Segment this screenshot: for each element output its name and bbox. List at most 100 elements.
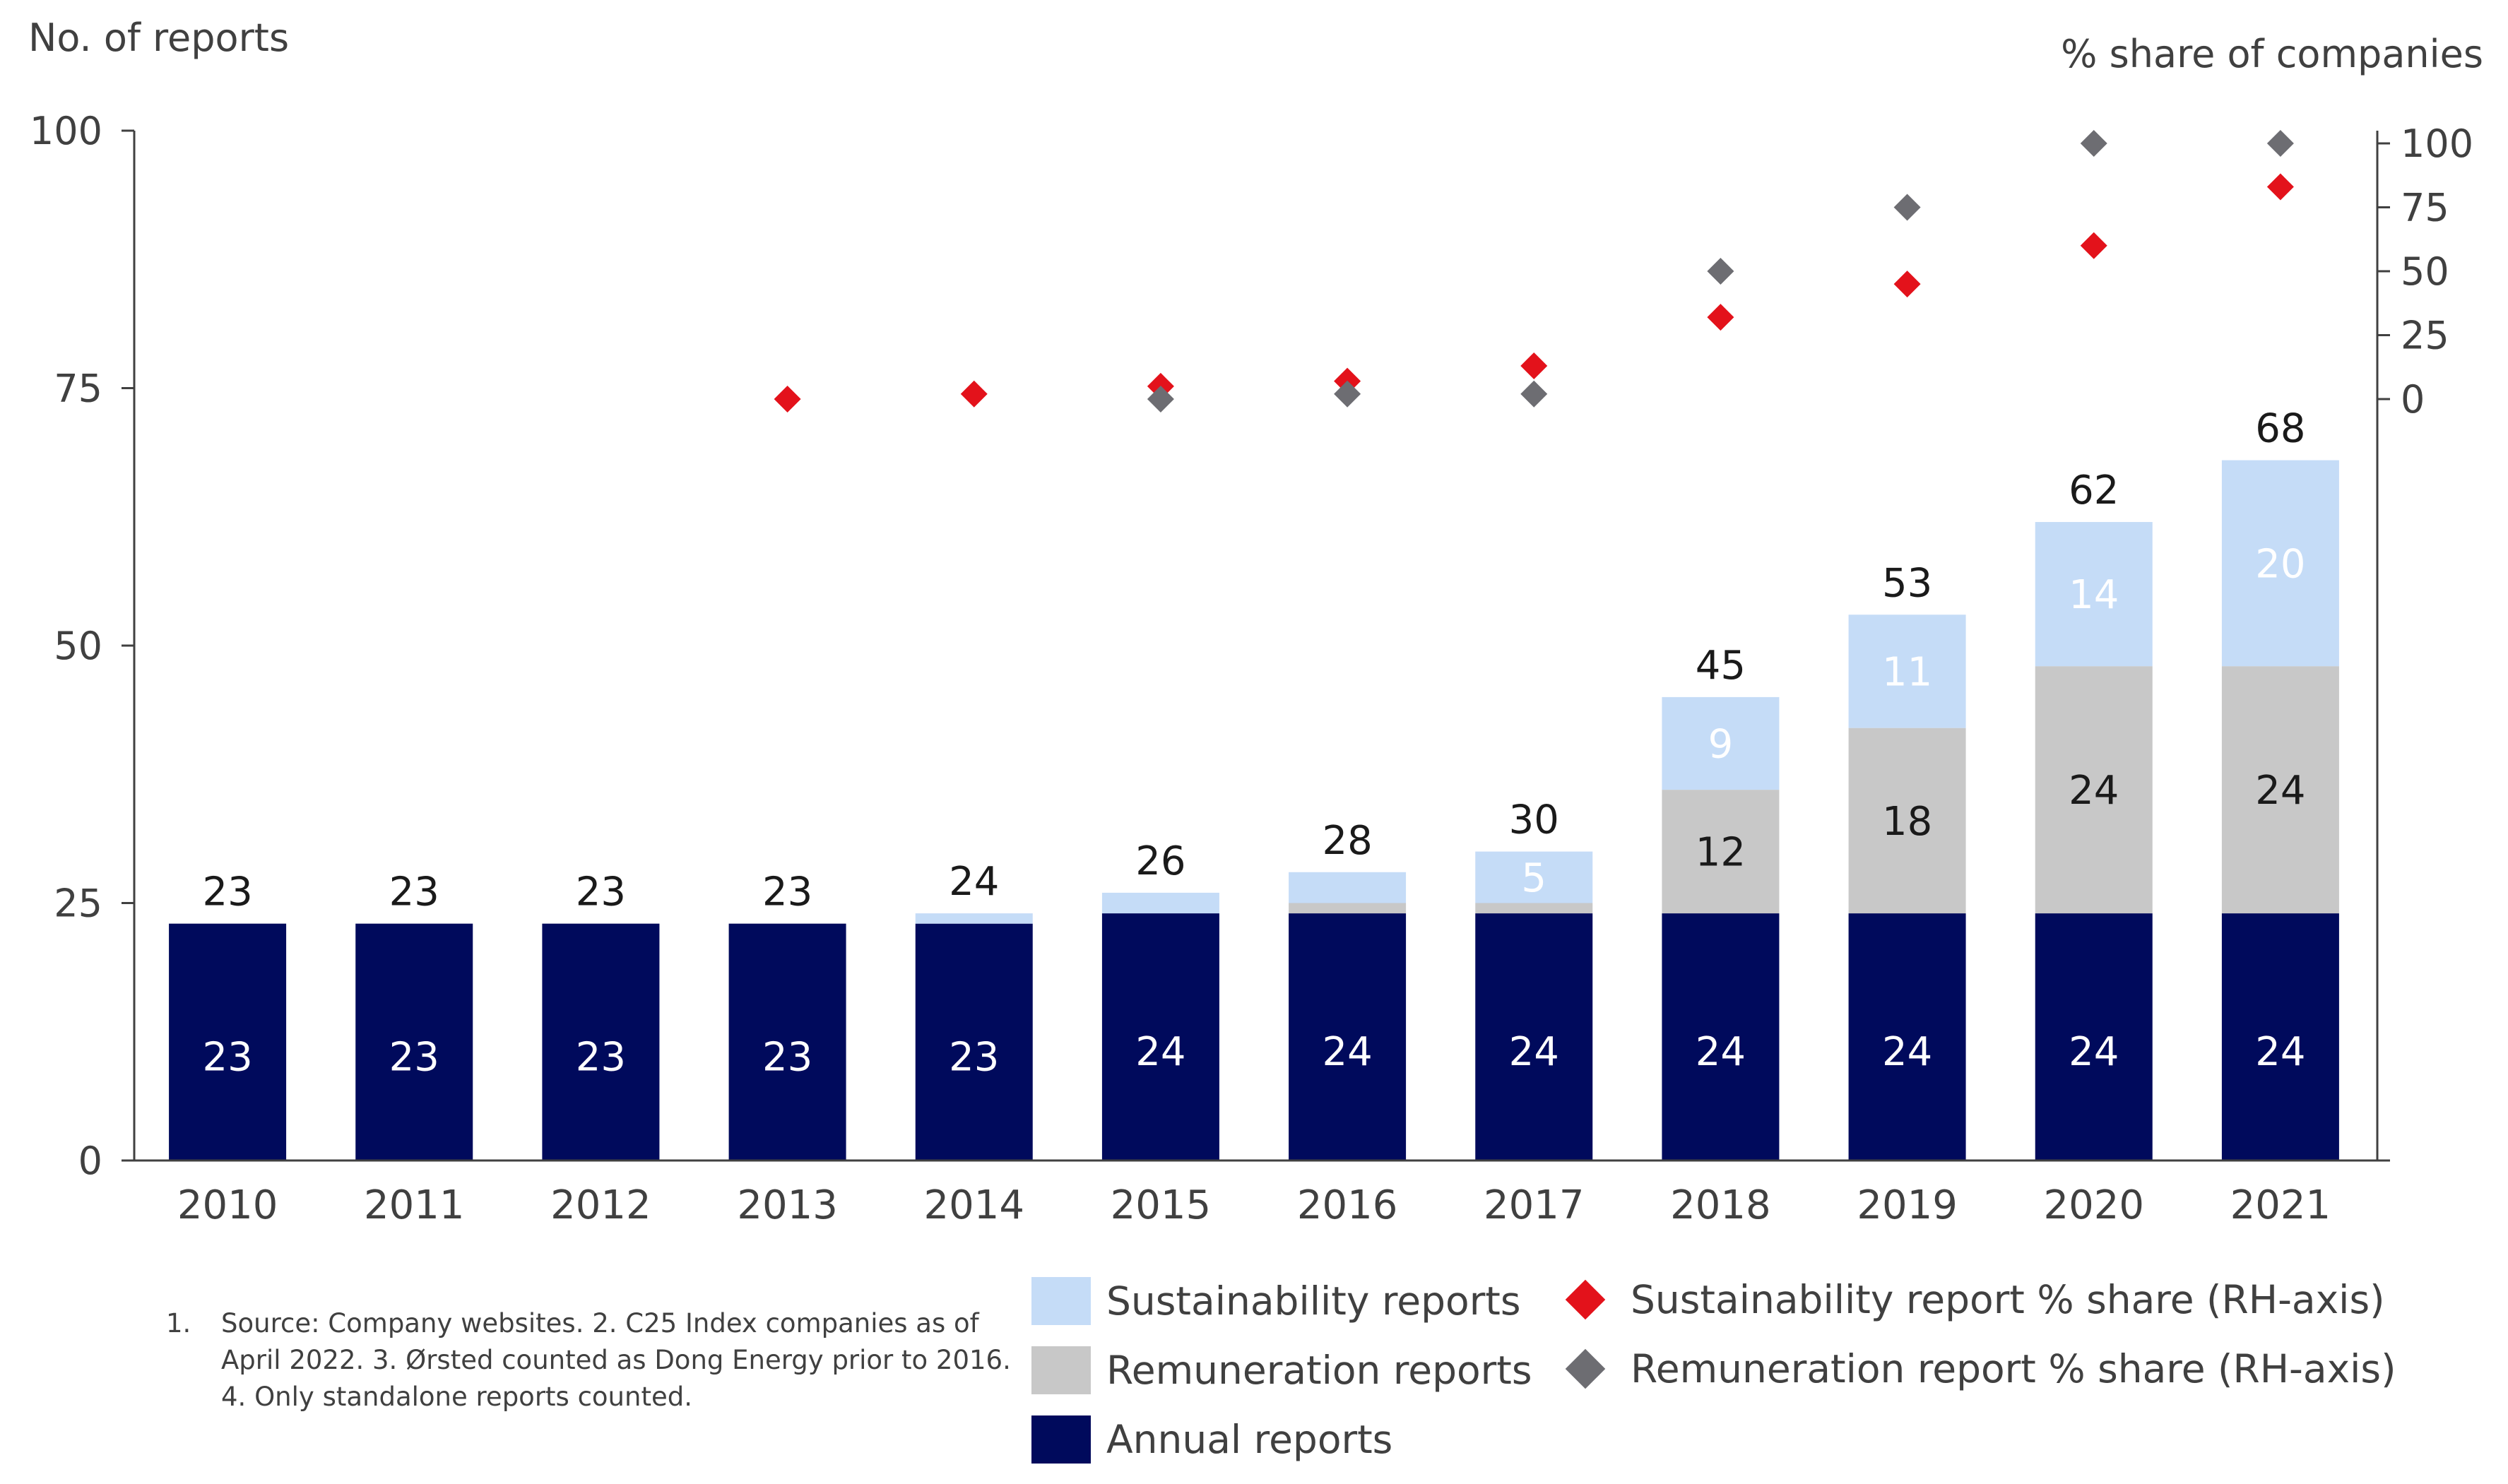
bar-segment xyxy=(1662,913,1780,1161)
right-axis-tick-label: 100 xyxy=(2401,121,2473,166)
x-axis: 2010 2011 2012 2013 2014 2015 2016 2017 2018 2019… xyxy=(134,1159,2377,1228)
legend-annual-reports: Annual reports xyxy=(1031,1415,1392,1464)
left-axis-tick-label: 100 xyxy=(30,109,102,153)
bar-segment-label: 23 xyxy=(389,1034,439,1080)
legend-label: Annual reports xyxy=(1106,1417,1393,1462)
bar-segment xyxy=(1289,903,1407,914)
bar-segment xyxy=(1662,790,1780,914)
bar-segment xyxy=(1101,892,1219,914)
bar-total-label: 23 xyxy=(202,869,252,915)
left-axis-tick-label: 75 xyxy=(54,367,102,411)
bar-segment xyxy=(1475,851,1593,903)
sustainability-share-marker xyxy=(1893,271,1921,298)
x-axis-tick-label: 2018 xyxy=(1670,1182,1771,1228)
left-axis-tick-label: 0 xyxy=(78,1139,102,1183)
bar-segment-label: 24 xyxy=(1322,1029,1372,1075)
bar-total-label: 26 xyxy=(1135,838,1185,884)
x-axis-tick-label: 2015 xyxy=(1111,1182,1212,1228)
bar-total-label: 62 xyxy=(2069,468,2119,514)
bar-total-label: 23 xyxy=(576,869,626,915)
bar-segment xyxy=(542,923,660,1161)
x-axis-tick-label: 2010 xyxy=(177,1182,278,1228)
bar-segment xyxy=(1475,903,1593,914)
left-axis-tick-label: 50 xyxy=(54,624,102,668)
bar-segment-label: 24 xyxy=(1509,1029,1559,1075)
remuneration-share-marker xyxy=(1147,386,1174,412)
bar-segment-label: 24 xyxy=(1696,1029,1746,1075)
bar-segment-label: 20 xyxy=(2255,541,2305,587)
bar-total-label: 23 xyxy=(389,869,439,915)
bar-total-label: 53 xyxy=(1882,560,1932,606)
bar-total-label: 68 xyxy=(2255,406,2305,452)
right-axis-tick-label: 50 xyxy=(2401,249,2449,294)
left-axis-tick-label: 25 xyxy=(54,882,102,926)
left-axis: 0 25 50 75 100 xyxy=(30,109,136,1183)
sustainability-share-marker xyxy=(1707,304,1734,331)
bar-segment xyxy=(355,923,473,1161)
bar-total-label: 24 xyxy=(949,859,999,905)
x-axis-tick-label: 2016 xyxy=(1297,1182,1398,1228)
x-axis-tick-label: 2019 xyxy=(1857,1182,1958,1228)
footnote: 1. Source: Company websites. 2. C25 Inde… xyxy=(166,1305,1014,1415)
remuneration-share-marker xyxy=(2080,130,2107,157)
bar-segment xyxy=(1475,913,1593,1161)
bar-segment xyxy=(728,923,846,1161)
sustainability-share-marker xyxy=(2080,232,2107,259)
x-axis-tick-label: 2012 xyxy=(550,1182,651,1228)
legend-swatch-annual xyxy=(1031,1415,1091,1464)
bar-segment-label: 23 xyxy=(202,1034,252,1080)
bar-segment-label: 18 xyxy=(1882,799,1932,845)
bar-segment xyxy=(2035,666,2153,914)
bar-segment-label: 24 xyxy=(2069,768,2119,814)
legend-sustainability-reports: Sustainability reports xyxy=(1031,1277,1521,1325)
bar-segment-label: 24 xyxy=(2255,768,2305,814)
bar-segment-label: 5 xyxy=(1521,855,1546,901)
bar-segment xyxy=(1662,696,1780,790)
sustainability-share-marker xyxy=(960,380,988,408)
bar-segment xyxy=(2035,522,2153,667)
x-axis-tick-label: 2020 xyxy=(2043,1182,2144,1228)
bar-segment xyxy=(915,923,1033,1161)
x-axis-tick-label: 2017 xyxy=(1484,1182,1585,1228)
bar-segment-label: 23 xyxy=(949,1034,999,1080)
x-axis-tick-label: 2013 xyxy=(737,1182,838,1228)
remuneration-share-marker xyxy=(1520,380,1548,408)
bar-segment-label: 11 xyxy=(1882,649,1932,695)
bar-segment xyxy=(2221,460,2339,667)
remuneration-share-marker xyxy=(1893,194,1921,221)
bar-total-label: 45 xyxy=(1696,643,1746,689)
legend-label: Remuneration report % share (RH-axis) xyxy=(1631,1346,2396,1391)
bar-segment-label: 24 xyxy=(1135,1029,1185,1075)
bar-segment-label: 9 xyxy=(1708,722,1734,768)
legend-swatch-sustainability xyxy=(1031,1277,1091,1325)
bar-total-label: 23 xyxy=(762,869,812,915)
right-axis-tick-label: 0 xyxy=(2401,377,2425,422)
bar-segment xyxy=(915,913,1033,924)
legend-remuneration-share: Remuneration report % share (RH-axis) xyxy=(1563,1346,2396,1391)
legend-diamond-grey xyxy=(1565,1348,1606,1389)
legend-label: Sustainability reports xyxy=(1106,1278,1521,1324)
legend-sustainability-share: Sustainability report % share (RH-axis) xyxy=(1563,1277,2385,1322)
sustainability-share-marker xyxy=(774,386,801,412)
bars: 23 23 23 23 23 23 23 23 23 24 24 26 24 28 24 5 30 24 12 9 45… xyxy=(169,406,2339,1161)
bar-segment xyxy=(1101,913,1219,1161)
bar-segment xyxy=(169,923,287,1161)
right-axis: 0 25 50 75 100 xyxy=(2376,121,2473,1162)
x-axis-tick-label: 2014 xyxy=(923,1182,1024,1228)
bar-segment xyxy=(1289,913,1407,1161)
bar-segment-label: 12 xyxy=(1696,830,1746,876)
bar-segment xyxy=(1289,872,1407,903)
bar-segment xyxy=(1848,913,1966,1161)
bar-segment xyxy=(2221,913,2339,1161)
bar-total-label: 30 xyxy=(1509,797,1559,843)
right-axis-tick-label: 75 xyxy=(2401,186,2449,230)
x-axis-tick-label: 2011 xyxy=(364,1182,465,1228)
sustainability-share-marker xyxy=(2266,173,2294,201)
footnote-number: 1. xyxy=(166,1308,191,1338)
remuneration-share-marker xyxy=(2266,130,2294,157)
footnote-text: Source: Company websites. 2. C25 Index c… xyxy=(221,1308,1011,1412)
bar-segment-label: 23 xyxy=(762,1034,812,1080)
right-axis-tick-label: 25 xyxy=(2401,314,2449,358)
bar-segment xyxy=(2221,666,2339,914)
bar-total-label: 28 xyxy=(1322,818,1372,864)
